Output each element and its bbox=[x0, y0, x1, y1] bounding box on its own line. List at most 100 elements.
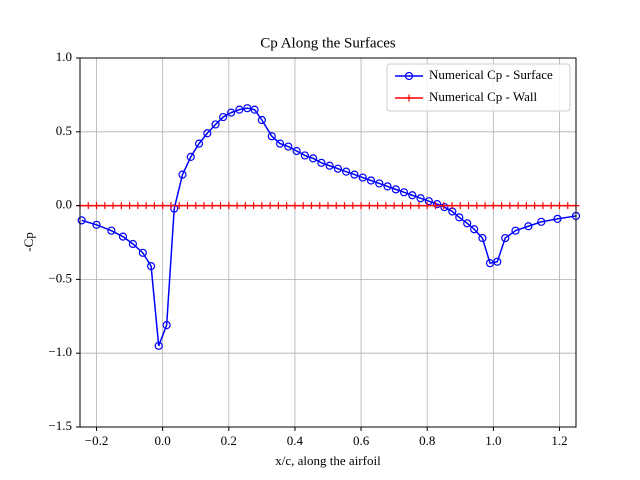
marker bbox=[473, 202, 481, 210]
marker bbox=[183, 202, 191, 210]
marker bbox=[423, 202, 431, 210]
marker bbox=[547, 202, 555, 210]
marker bbox=[399, 188, 409, 197]
x-tick-label: 0.4 bbox=[287, 433, 304, 448]
marker bbox=[481, 202, 489, 210]
marker bbox=[186, 152, 195, 161]
marker bbox=[118, 232, 128, 241]
marker bbox=[524, 222, 533, 231]
marker bbox=[175, 202, 183, 210]
marker bbox=[478, 233, 487, 243]
marker bbox=[250, 202, 258, 210]
marker bbox=[366, 176, 376, 185]
marker bbox=[463, 219, 472, 228]
marker bbox=[283, 202, 291, 210]
marker bbox=[138, 248, 147, 257]
marker bbox=[192, 202, 200, 210]
marker bbox=[258, 202, 266, 210]
marker bbox=[316, 202, 324, 210]
marker bbox=[109, 202, 117, 210]
marker bbox=[194, 139, 204, 148]
y-tick-label: 1.0 bbox=[56, 49, 72, 64]
marker bbox=[375, 179, 384, 188]
marker bbox=[300, 151, 309, 160]
marker bbox=[390, 202, 398, 210]
marker bbox=[358, 173, 367, 182]
marker bbox=[333, 164, 343, 173]
marker bbox=[498, 202, 506, 210]
marker bbox=[284, 142, 293, 151]
marker bbox=[134, 202, 142, 210]
marker bbox=[203, 129, 212, 138]
marker bbox=[324, 202, 332, 210]
marker bbox=[217, 202, 225, 210]
legend-marker bbox=[404, 71, 414, 81]
x-tick-label: 0.0 bbox=[155, 433, 171, 448]
marker bbox=[325, 161, 334, 170]
x-axis-label: x/c, along the airfoil bbox=[275, 453, 381, 468]
y-tick-label: −1.0 bbox=[48, 344, 72, 359]
series-line bbox=[81, 107, 577, 347]
y-axis-label: -Cp bbox=[21, 232, 36, 252]
marker bbox=[233, 202, 241, 210]
x-tick-label: −0.2 bbox=[85, 433, 109, 448]
marker bbox=[555, 202, 563, 210]
legend-marker bbox=[405, 94, 413, 102]
marker bbox=[92, 220, 101, 229]
marker bbox=[493, 257, 502, 266]
y-tick-label: 0.0 bbox=[56, 197, 72, 212]
marker bbox=[341, 202, 349, 210]
marker bbox=[275, 139, 285, 148]
y-tick-label: −0.5 bbox=[48, 270, 72, 285]
marker bbox=[274, 202, 282, 210]
marker bbox=[501, 233, 510, 243]
x-tick-label: 1.0 bbox=[485, 433, 501, 448]
marker bbox=[489, 202, 497, 210]
marker bbox=[317, 158, 326, 167]
marker bbox=[266, 202, 274, 210]
marker bbox=[200, 202, 208, 210]
marker bbox=[117, 202, 125, 210]
marker bbox=[267, 132, 276, 141]
marker bbox=[128, 239, 138, 249]
marker bbox=[465, 202, 473, 210]
marker bbox=[537, 217, 546, 226]
marker bbox=[433, 200, 442, 209]
x-tick-label: 0.2 bbox=[221, 433, 237, 448]
x-tick-label: 0.6 bbox=[353, 433, 370, 448]
plot-frame bbox=[79, 57, 577, 428]
x-tick-label: 1.2 bbox=[551, 433, 567, 448]
marker bbox=[456, 202, 464, 210]
legend: Numerical Cp - Surface Numerical Cp - Wal… bbox=[386, 63, 571, 112]
marker bbox=[470, 225, 479, 234]
marker bbox=[126, 202, 134, 210]
marker bbox=[150, 202, 158, 210]
x-tick-label: 0.8 bbox=[419, 433, 435, 448]
marker bbox=[159, 202, 167, 210]
marker bbox=[309, 154, 318, 163]
marker bbox=[178, 170, 187, 179]
marker bbox=[162, 321, 171, 330]
marker bbox=[511, 226, 520, 235]
marker bbox=[374, 202, 382, 210]
marker bbox=[553, 214, 562, 223]
marker bbox=[349, 202, 357, 210]
chart-title: Cp Along the Surfaces bbox=[260, 35, 396, 51]
marker bbox=[332, 202, 340, 210]
marker bbox=[299, 202, 307, 210]
marker bbox=[307, 202, 315, 210]
marker bbox=[440, 202, 448, 210]
marker bbox=[107, 226, 116, 235]
marker bbox=[208, 202, 216, 210]
marker bbox=[398, 202, 406, 210]
marker bbox=[142, 202, 150, 210]
marker bbox=[514, 202, 522, 210]
marker bbox=[146, 262, 156, 271]
marker bbox=[167, 202, 175, 210]
marker bbox=[93, 202, 101, 210]
marker bbox=[506, 202, 514, 210]
marker bbox=[342, 167, 351, 176]
marker bbox=[225, 202, 233, 210]
marker bbox=[440, 202, 449, 212]
marker bbox=[448, 202, 456, 210]
